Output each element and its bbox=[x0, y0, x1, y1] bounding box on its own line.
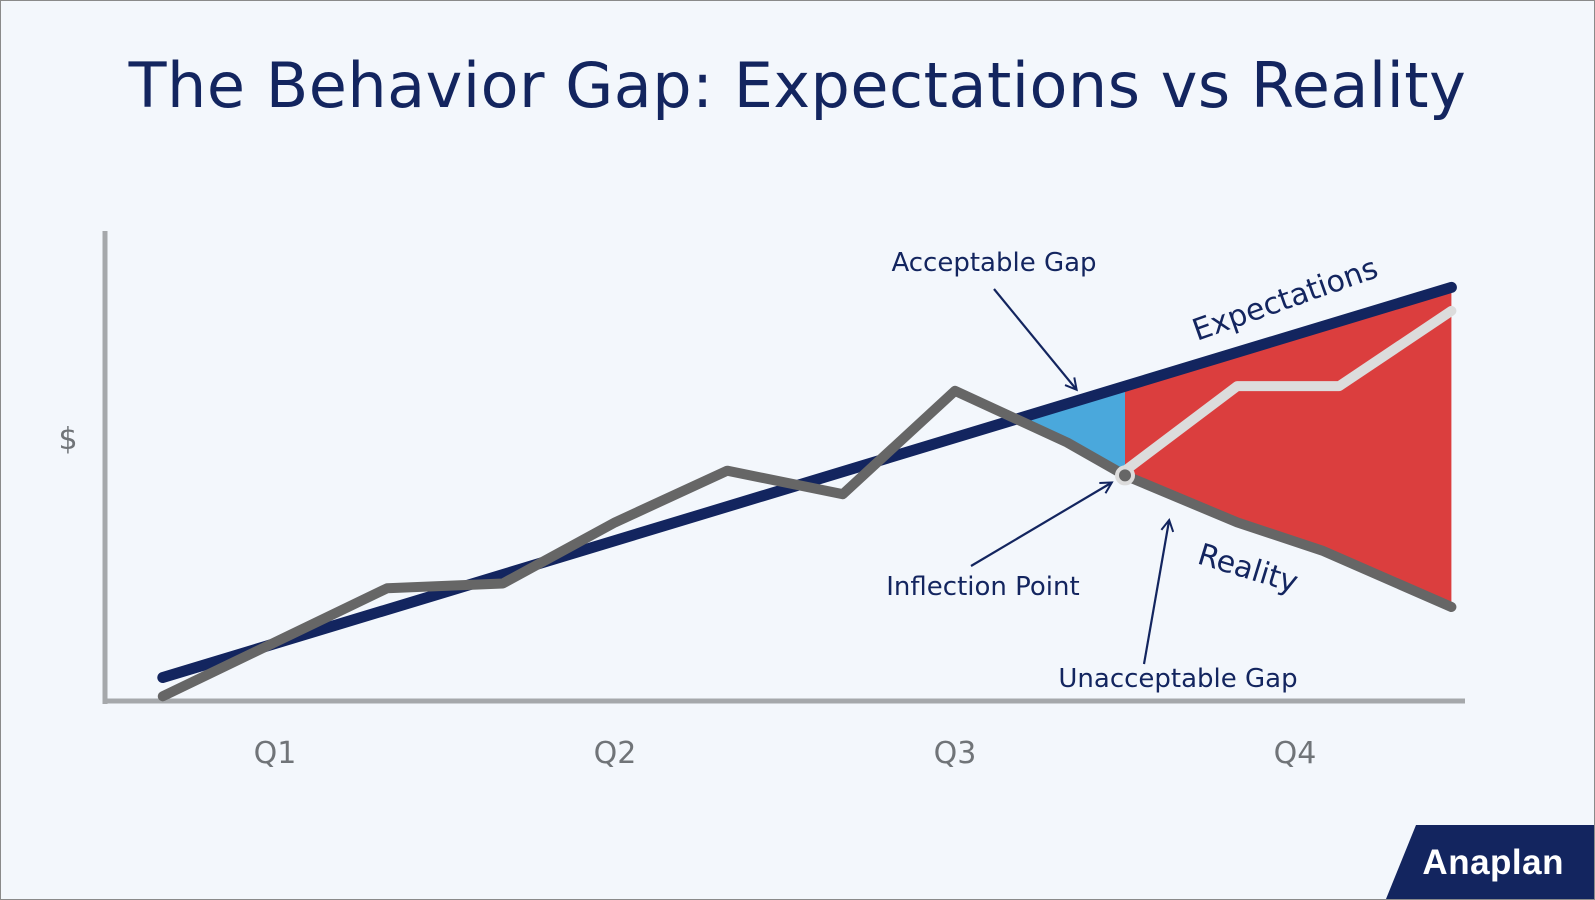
anaplan-logo: Anaplan bbox=[1372, 825, 1594, 899]
reality-line bbox=[157, 385, 1457, 702]
logo-background bbox=[1386, 825, 1594, 899]
x-tick-label: Q4 bbox=[1274, 736, 1317, 771]
x-tick-label: Q2 bbox=[594, 736, 637, 771]
logo-text: Anaplan bbox=[1422, 843, 1564, 882]
annotation-arrow bbox=[970, 483, 1111, 567]
x-tick-label: Q3 bbox=[934, 736, 977, 771]
reality-label: Reality bbox=[1194, 537, 1302, 600]
chart-title: The Behavior Gap: Expectations vs Realit… bbox=[128, 49, 1467, 122]
acceptable-gap-annotation: Acceptable Gap bbox=[891, 248, 1096, 278]
inflection-point-marker bbox=[1115, 465, 1135, 486]
annotation-arrow bbox=[1142, 521, 1169, 665]
x-tick-label: Q1 bbox=[254, 736, 297, 771]
alternate-path-line bbox=[1120, 305, 1457, 476]
y-axis-label: $ bbox=[58, 422, 77, 457]
inflection-point-annotation: Inflection Point bbox=[886, 572, 1079, 602]
acceptable-gap-region bbox=[1012, 386, 1125, 476]
unacceptable-gap-annotation: Unacceptable Gap bbox=[1058, 664, 1297, 694]
annotation-arrow bbox=[993, 288, 1076, 389]
